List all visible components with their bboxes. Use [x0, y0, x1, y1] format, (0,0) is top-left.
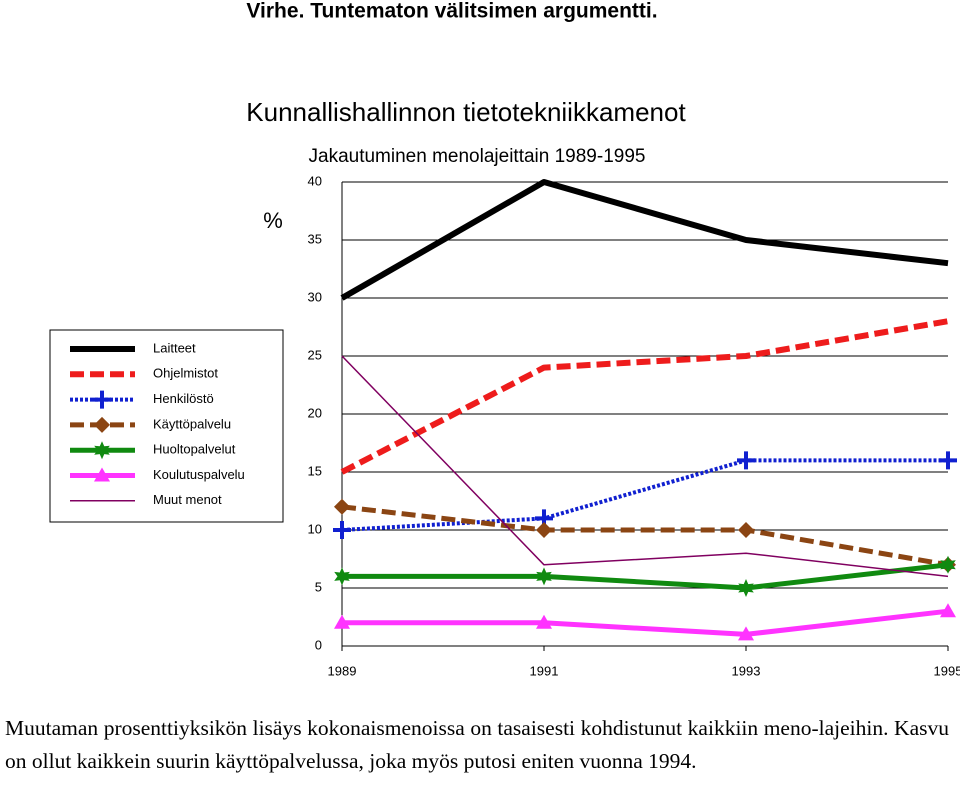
marker: [334, 498, 350, 515]
legend-label: Ohjelmistot: [153, 366, 218, 381]
legend-label: Henkilöstö: [153, 391, 214, 406]
series-line: [340, 179, 949, 301]
marker: [738, 522, 754, 538]
legend-label: Käyttöpalvelu: [153, 416, 231, 431]
marker: [93, 390, 111, 409]
marker: [94, 467, 110, 482]
y-tick-label: 30: [308, 289, 322, 304]
x-tick-label: 1993: [732, 663, 761, 678]
chart-subtitle: Jakautuminen menolajeittain 1989-1995: [309, 146, 646, 167]
marker: [536, 522, 552, 538]
series-line: [342, 608, 949, 637]
series-line: [342, 562, 949, 591]
marker: [94, 416, 110, 433]
marker: [334, 614, 350, 629]
paragraph: Muutaman prosenttiyksikön lisäys kokonai…: [5, 716, 949, 773]
chart: Virhe. Tuntematon välitsimen argumentti.…: [49, 0, 960, 678]
marker: [738, 626, 754, 641]
y-tick-label: 15: [308, 463, 322, 478]
y-tick-label: 40: [308, 173, 322, 188]
y-axis-label: %: [263, 208, 283, 233]
series-line: [341, 355, 949, 578]
series-line: [341, 504, 949, 568]
marker: [333, 521, 351, 539]
marker: [738, 579, 754, 597]
x-tick-label: 1989: [328, 663, 357, 678]
x-tick-label: 1995: [934, 663, 960, 678]
marker: [940, 603, 956, 618]
series-line: [340, 318, 949, 475]
chart-title: Kunnallishallinnon tietotekniikkamenot: [246, 97, 686, 127]
marker: [940, 555, 956, 574]
y-tick-label: 10: [308, 521, 322, 536]
legend-label: Muut menot: [153, 492, 222, 507]
error-message: Virhe. Tuntematon välitsimen argumentti.: [246, 0, 657, 23]
marker: [737, 451, 755, 470]
y-tick-label: 25: [308, 347, 322, 362]
marker: [939, 451, 957, 470]
marker: [536, 567, 552, 586]
y-tick-label: 0: [315, 637, 322, 652]
marker: [536, 614, 552, 629]
legend-label: Laitteet: [153, 340, 196, 355]
legend-label: Koulutuspalvelu: [153, 467, 245, 482]
legend-label: Huoltopalvelut: [153, 442, 236, 457]
y-tick-label: 35: [308, 231, 322, 246]
marker: [334, 567, 350, 586]
series-line: [341, 458, 948, 532]
legend-box: [49, 329, 284, 523]
y-tick-label: 20: [308, 405, 322, 420]
x-tick-label: 1991: [530, 663, 559, 678]
y-tick-label: 5: [315, 579, 322, 594]
marker: [94, 441, 110, 460]
